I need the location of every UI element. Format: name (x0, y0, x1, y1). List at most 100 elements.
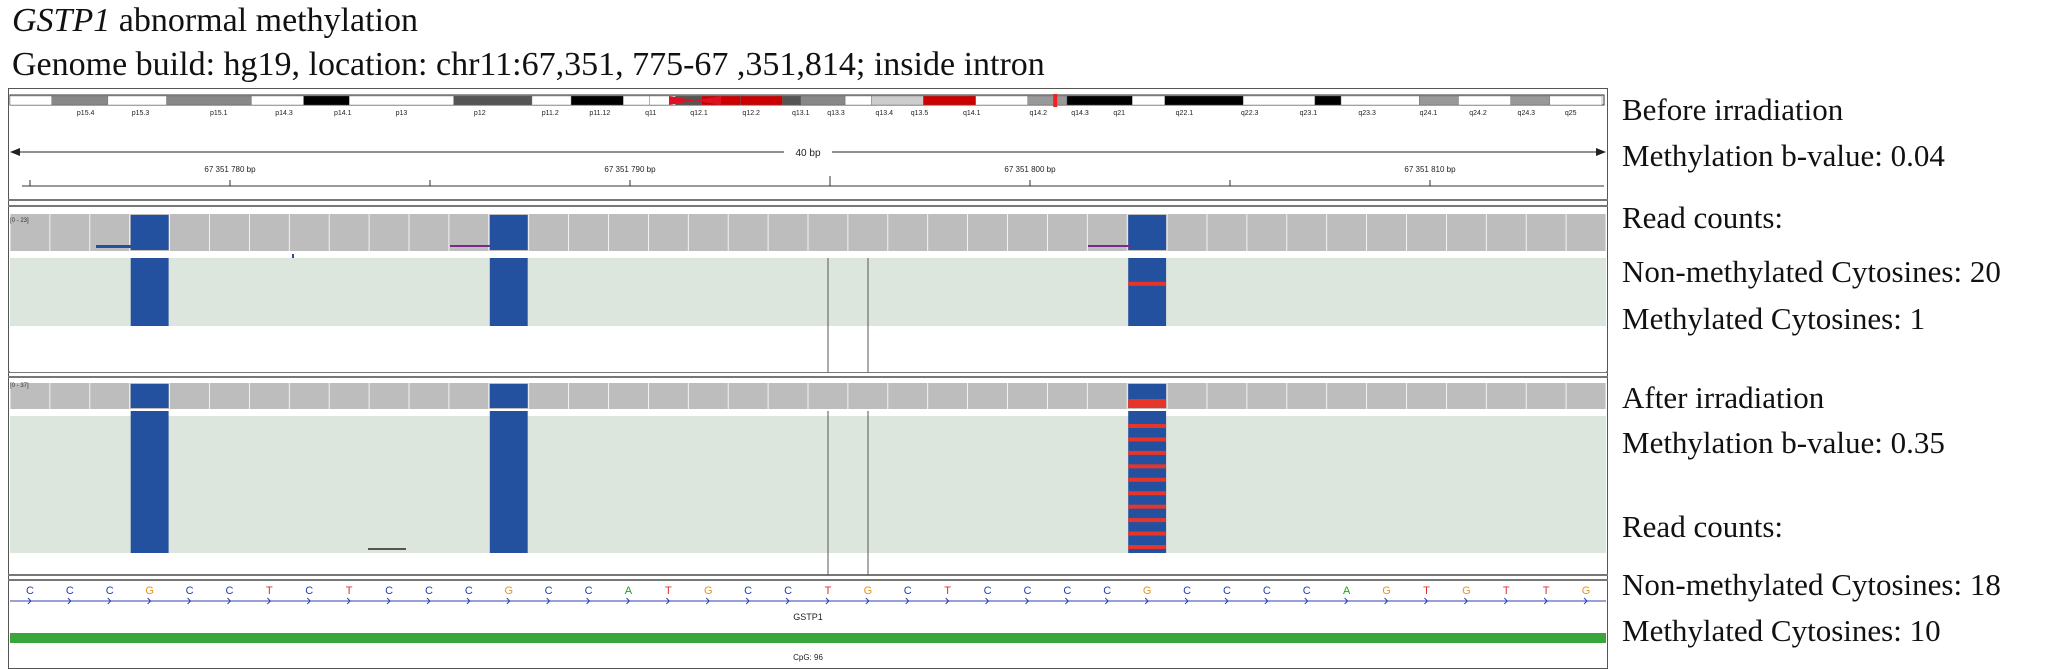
sequence-base: C (186, 585, 194, 597)
ideogram-band (871, 95, 924, 106)
sequence-base: C (305, 585, 313, 597)
gene-strand-ticks (27, 597, 1588, 605)
igv-browser-panel: p15.4 p15.3 p15.1 p14.3 p14.1 p13 p12 p11.2 p11.… (8, 88, 1608, 669)
sequence-base: C (425, 585, 433, 597)
cpg-reads-column (489, 258, 528, 326)
sequence-base: C (66, 585, 74, 597)
methylated-read (1128, 491, 1167, 496)
figure-title: GSTP1 abnormal methylation (12, 0, 418, 42)
after-heading: After irradiation (1622, 380, 1825, 415)
sequence-base: C (545, 585, 553, 597)
methylated-coverage-fraction (1128, 399, 1167, 408)
ideogram-band-label: p14.3 (275, 110, 293, 117)
methylated-read (1128, 437, 1167, 442)
coverage-bar-cpg (489, 384, 528, 408)
centromere-icon (668, 96, 722, 105)
strand-arrow (825, 597, 830, 605)
methylated-read (1128, 464, 1167, 469)
strand-arrow (1025, 597, 1030, 605)
sequence-base: C (1023, 585, 1031, 597)
ideogram-band-label: q13.5 (911, 110, 929, 117)
ideogram-band (303, 95, 350, 106)
ideogram-band-label: p11.2 (542, 110, 559, 117)
partial-read (1088, 245, 1132, 247)
strand-arrow (1264, 597, 1269, 605)
cpg-reads-column (1128, 411, 1167, 416)
ideogram-band-label: p14.1 (334, 110, 352, 117)
sequence-base: C (784, 585, 792, 597)
ideogram-band (1066, 95, 1133, 106)
strand-arrow (945, 597, 950, 605)
sequence-base: T (1423, 585, 1430, 597)
ideogram-band-label: q23.1 (1300, 110, 1318, 117)
read-gap (488, 252, 528, 254)
ideogram-band (1419, 95, 1459, 106)
ideogram-band (453, 95, 533, 106)
strand-arrow (187, 597, 192, 605)
methylated-read (1128, 424, 1167, 428)
genome-location: Genome build: hg19, location: chr11:67,3… (12, 46, 1045, 83)
ideogram-band (740, 95, 783, 106)
coverage-bar-cpg (130, 215, 169, 250)
ideogram-band-labels: p15.4 p15.3 p15.1 p14.3 p14.1 p13 p12 p11.2 p11.… (77, 110, 1577, 117)
strand-arrow (865, 597, 870, 605)
sequence-base: C (106, 585, 114, 597)
strand-arrow (905, 597, 910, 605)
after-methylation-track (9, 383, 1607, 575)
sequence-base: C (1303, 585, 1311, 597)
strand-arrow (546, 597, 551, 605)
ideogram-band (1510, 95, 1551, 106)
strand-arrow (67, 597, 72, 605)
sequence-base: G (145, 585, 154, 597)
gene-name: GSTP1 (12, 2, 111, 39)
cpg-reads-column (130, 411, 169, 416)
sequence-base: C (1263, 585, 1271, 597)
read-gap (10, 411, 1606, 416)
span-label: 40 bp (795, 148, 820, 159)
span-label-bg (784, 145, 832, 159)
ruler-label-4: 67 351 810 bp (1404, 165, 1456, 174)
ideogram-band-label: p15.4 (77, 110, 95, 117)
methylated-read (1128, 518, 1167, 523)
strand-arrow (306, 597, 311, 605)
cpg-reads-column (1128, 258, 1167, 326)
methylated-read (1128, 531, 1167, 536)
ideogram-band-label: p12 (474, 110, 486, 117)
before-non-methylated: Non-methylated Cytosines: 20 (1622, 254, 2001, 289)
sequence-base: G (1382, 585, 1391, 597)
gene-bar (10, 633, 1606, 643)
before-methylation-track (9, 214, 1607, 372)
strand-arrow (227, 597, 232, 605)
ideogram-band (1549, 95, 1603, 106)
strand-arrow (386, 597, 391, 605)
ideogram-band-label: q13.1 (792, 110, 810, 117)
before-range-label: [0 - 23] (10, 218, 29, 224)
coverage-bar-cpg (1128, 215, 1167, 250)
read-fragment (368, 548, 406, 550)
sequence-base: G (1462, 585, 1471, 597)
ideogram-band (1340, 95, 1420, 106)
ideogram-band-label: q24.2 (1469, 110, 1487, 117)
ideogram-band-label: p15.3 (132, 110, 150, 117)
before-beta-value: Methylation b-value: 0.04 (1622, 138, 1945, 173)
ideogram-band (1027, 95, 1068, 106)
strand-arrow (626, 597, 631, 605)
strand-arrow (426, 597, 431, 605)
sequence-base: C (1063, 585, 1071, 597)
read-fragment (292, 254, 294, 258)
ideogram-band (1458, 95, 1511, 106)
before-counts-label: Read counts: (1622, 200, 1783, 235)
ideogram-band-label: q22.3 (1241, 110, 1259, 117)
ideogram-band (531, 95, 572, 106)
strand-arrow (107, 597, 112, 605)
sequence-base: C (465, 585, 473, 597)
sequence-base: T (266, 585, 273, 597)
reads-area (10, 416, 1606, 553)
ideogram-band (782, 95, 801, 106)
strand-arrow (506, 597, 511, 605)
strand-arrow (27, 597, 32, 605)
sequence-base: T (346, 585, 353, 597)
after-range-label: [0 - 37] (10, 383, 29, 389)
ideogram-band (975, 95, 1029, 106)
